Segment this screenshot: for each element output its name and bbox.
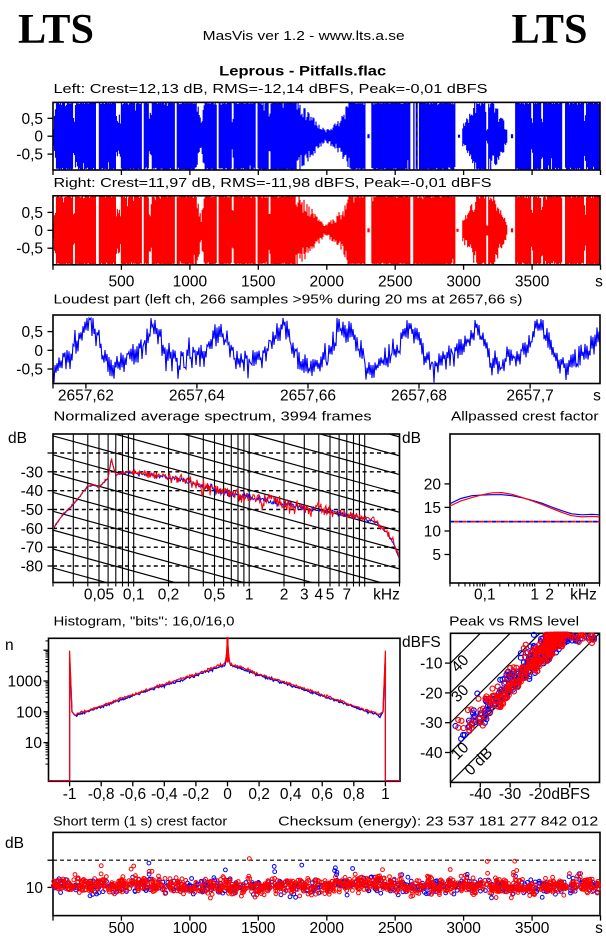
svg-text:2000: 2000 xyxy=(310,274,345,291)
svg-text:-50: -50 xyxy=(21,502,44,519)
svg-text:n: n xyxy=(5,637,14,654)
svg-text:2000: 2000 xyxy=(310,920,345,937)
svg-text:0: 0 xyxy=(34,343,43,360)
svg-text:500: 500 xyxy=(108,920,134,937)
svg-text:-40: -40 xyxy=(469,786,492,803)
svg-text:10: 10 xyxy=(26,880,44,897)
svg-text:0: 0 xyxy=(34,129,43,146)
svg-text:3000: 3000 xyxy=(446,274,481,291)
svg-text:15: 15 xyxy=(424,500,441,517)
svg-text:10: 10 xyxy=(424,524,442,541)
svg-text:2657,62: 2657,62 xyxy=(58,388,114,405)
svg-text:0,5: 0,5 xyxy=(21,205,43,222)
svg-text:Short term (1 s) crest factor: Short term (1 s) crest factor xyxy=(53,814,228,829)
svg-text:-70: -70 xyxy=(21,540,44,557)
svg-text:dB: dB xyxy=(402,430,421,447)
svg-text:0,2: 0,2 xyxy=(158,587,180,604)
svg-text:s: s xyxy=(595,274,603,291)
svg-text:1000: 1000 xyxy=(173,920,208,937)
svg-text:Right: Crest=11,97 dB, RMS=-11: Right: Crest=11,97 dB, RMS=-11,98 dBFS, … xyxy=(54,175,492,190)
svg-text:-40: -40 xyxy=(420,745,443,762)
svg-text:MasVis ver 1.2 - www.lts.a.se: MasVis ver 1.2 - www.lts.a.se xyxy=(203,28,405,43)
svg-text:s: s xyxy=(595,920,603,937)
svg-text:1000: 1000 xyxy=(8,674,43,691)
svg-text:-20: -20 xyxy=(529,786,552,803)
svg-text:-0,5: -0,5 xyxy=(16,147,43,164)
svg-text:0,1: 0,1 xyxy=(474,587,496,604)
svg-text:s: s xyxy=(593,388,601,405)
svg-text:-30: -30 xyxy=(499,786,522,803)
svg-text:2500: 2500 xyxy=(378,274,413,291)
svg-text:Checksum (energy): 23 537 181: Checksum (energy): 23 537 181 277 842 01… xyxy=(278,814,598,829)
svg-text:2500: 2500 xyxy=(378,920,413,937)
svg-text:LTS: LTS xyxy=(512,7,588,53)
svg-text:0,4: 0,4 xyxy=(280,786,302,803)
svg-text:-0,6: -0,6 xyxy=(119,786,146,803)
svg-text:2657,66: 2657,66 xyxy=(280,388,336,405)
svg-text:Allpassed crest factor: Allpassed crest factor xyxy=(451,409,599,424)
svg-text:500: 500 xyxy=(108,274,134,291)
svg-text:2: 2 xyxy=(545,587,554,604)
svg-text:0,1: 0,1 xyxy=(123,587,145,604)
svg-text:kHz: kHz xyxy=(570,587,597,604)
svg-text:1: 1 xyxy=(245,587,254,604)
svg-text:1500: 1500 xyxy=(241,920,276,937)
svg-text:-30: -30 xyxy=(420,715,443,732)
svg-text:-0,5: -0,5 xyxy=(16,241,43,258)
svg-text:-80: -80 xyxy=(21,559,44,576)
svg-text:0,6: 0,6 xyxy=(311,786,333,803)
svg-text:3500: 3500 xyxy=(515,274,550,291)
svg-text:0,5: 0,5 xyxy=(21,324,43,341)
svg-text:-0,2: -0,2 xyxy=(183,786,210,803)
svg-text:1000: 1000 xyxy=(173,274,208,291)
svg-text:-40: -40 xyxy=(21,483,44,500)
svg-text:0,05: 0,05 xyxy=(84,587,114,604)
svg-text:-30: -30 xyxy=(21,464,44,481)
svg-text:0,8: 0,8 xyxy=(343,786,365,803)
svg-text:Histogram, "bits": 16,0/16,0: Histogram, "bits": 16,0/16,0 xyxy=(54,614,235,629)
svg-text:3000: 3000 xyxy=(446,920,481,937)
svg-text:3: 3 xyxy=(300,587,309,604)
svg-text:2657,7: 2657,7 xyxy=(506,388,553,405)
svg-text:1: 1 xyxy=(381,786,390,803)
svg-text:-10: -10 xyxy=(420,656,443,673)
svg-text:-20: -20 xyxy=(420,685,443,702)
svg-text:LTS: LTS xyxy=(18,7,94,53)
svg-text:Normalized average spectrum, 3: Normalized average spectrum, 3994 frames xyxy=(54,409,373,424)
svg-text:20: 20 xyxy=(424,476,442,493)
svg-text:3500: 3500 xyxy=(515,920,550,937)
svg-text:5: 5 xyxy=(326,587,335,604)
svg-text:7: 7 xyxy=(342,587,351,604)
svg-text:dB: dB xyxy=(5,835,24,852)
svg-text:Loudest part (left ch, 266 sa: Loudest part (left ch, 266 samples >95% … xyxy=(54,292,523,307)
svg-text:0,2: 0,2 xyxy=(248,786,270,803)
svg-text:2657,64: 2657,64 xyxy=(169,388,225,405)
svg-text:1500: 1500 xyxy=(241,274,276,291)
svg-text:dB: dB xyxy=(8,430,27,447)
svg-text:dBFS: dBFS xyxy=(551,786,590,803)
svg-text:10: 10 xyxy=(25,735,43,752)
svg-text:2: 2 xyxy=(280,587,289,604)
svg-text:-0,4: -0,4 xyxy=(151,786,178,803)
svg-text:-60: -60 xyxy=(21,521,44,538)
svg-text:Peak vs RMS level: Peak vs RMS level xyxy=(449,614,579,629)
svg-text:dBFS: dBFS xyxy=(402,634,441,651)
svg-text:2657,68: 2657,68 xyxy=(391,388,447,405)
svg-text:kHz: kHz xyxy=(373,587,400,604)
svg-text:-0,5: -0,5 xyxy=(16,362,43,379)
svg-text:100: 100 xyxy=(16,704,42,721)
svg-text:-1: -1 xyxy=(63,786,77,803)
svg-text:-0,8: -0,8 xyxy=(88,786,115,803)
svg-text:0: 0 xyxy=(223,786,232,803)
svg-text:Left: Crest=12,13 dB, RMS=-12,: Left: Crest=12,13 dB, RMS=-12,14 dBFS, P… xyxy=(54,81,488,96)
svg-text:0,5: 0,5 xyxy=(21,111,43,128)
svg-text:Leprous - Pitfalls.flac: Leprous - Pitfalls.flac xyxy=(219,63,386,79)
svg-text:4: 4 xyxy=(314,587,323,604)
svg-text:0,5: 0,5 xyxy=(204,587,226,604)
svg-text:5: 5 xyxy=(432,547,441,564)
svg-text:1: 1 xyxy=(530,587,539,604)
svg-text:0: 0 xyxy=(34,223,43,240)
